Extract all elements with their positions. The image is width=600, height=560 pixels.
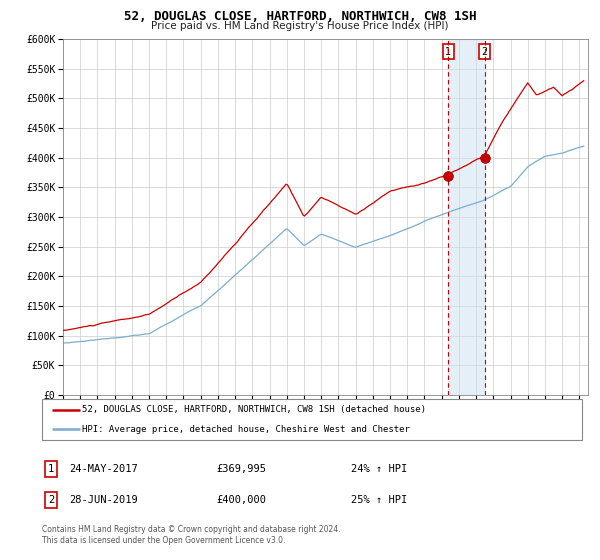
Text: 1: 1 (445, 46, 451, 57)
Text: 1: 1 (48, 464, 54, 474)
Text: 24-MAY-2017: 24-MAY-2017 (69, 464, 138, 474)
Text: Price paid vs. HM Land Registry's House Price Index (HPI): Price paid vs. HM Land Registry's House … (151, 21, 449, 31)
Text: 28-JUN-2019: 28-JUN-2019 (69, 495, 138, 505)
Text: £400,000: £400,000 (216, 495, 266, 505)
Text: 52, DOUGLAS CLOSE, HARTFORD, NORTHWICH, CW8 1SH (detached house): 52, DOUGLAS CLOSE, HARTFORD, NORTHWICH, … (83, 405, 427, 414)
Text: 24% ↑ HPI: 24% ↑ HPI (351, 464, 407, 474)
Text: £369,995: £369,995 (216, 464, 266, 474)
Text: 52, DOUGLAS CLOSE, HARTFORD, NORTHWICH, CW8 1SH: 52, DOUGLAS CLOSE, HARTFORD, NORTHWICH, … (124, 10, 476, 23)
Bar (448, 39, 485, 395)
Text: 2: 2 (481, 46, 488, 57)
Text: HPI: Average price, detached house, Cheshire West and Chester: HPI: Average price, detached house, Ches… (83, 424, 410, 433)
FancyBboxPatch shape (42, 399, 582, 440)
Text: Contains HM Land Registry data © Crown copyright and database right 2024.
This d: Contains HM Land Registry data © Crown c… (42, 525, 341, 545)
Text: 25% ↑ HPI: 25% ↑ HPI (351, 495, 407, 505)
Text: 2: 2 (48, 495, 54, 505)
